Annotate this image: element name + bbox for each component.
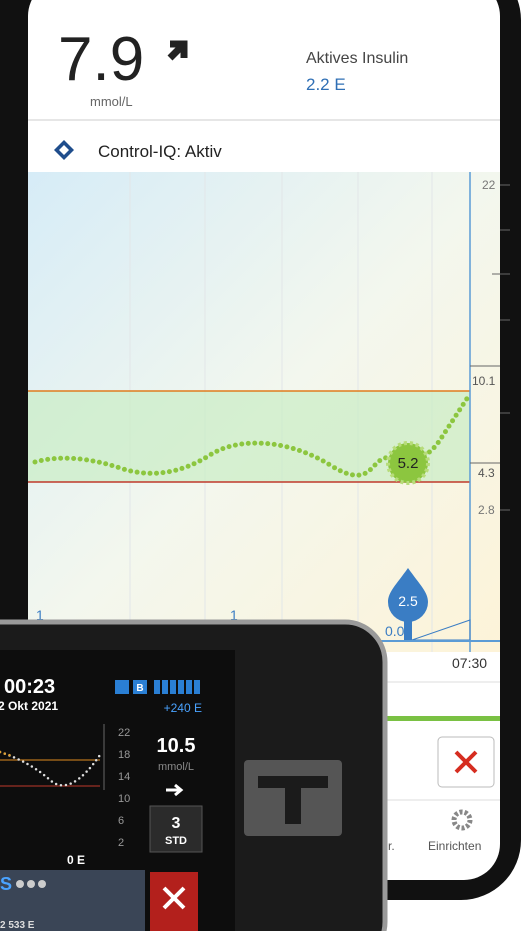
pump-y-label: 22 [118, 727, 130, 739]
pump-reservoir: 2 533 E [0, 920, 35, 931]
y-label: 10.1 [472, 374, 496, 388]
pump-y-label: 2 [118, 837, 124, 849]
pump-cancel[interactable] [150, 872, 198, 931]
insulin-remaining: +240 E [164, 701, 202, 715]
pump-time: 00:23 [4, 676, 55, 698]
current-reading: 5.2 [398, 455, 419, 472]
active-insulin-value: 2.2 E [306, 75, 346, 94]
pump-y-label: 14 [118, 771, 130, 783]
pump-glucose-unit: mmol/L [158, 761, 194, 773]
pump-glucose: 10.5 [157, 735, 196, 757]
page: 7.9 mmol/L Aktives Insulin 2.2 E Control… [0, 0, 521, 931]
pump-y-label: 18 [118, 749, 130, 761]
pump-date: 2 Okt 2021 [0, 699, 58, 713]
pump-y-label: 10 [118, 793, 130, 805]
drop-icon [115, 680, 129, 694]
time-label: 07:30 [452, 655, 487, 671]
basal-unit: STD [165, 835, 187, 847]
y-label: 4.3 [478, 466, 495, 480]
bolus-value: 2.5 [398, 593, 418, 609]
status-bar [380, 716, 500, 721]
glucose-unit: mmol/L [90, 94, 133, 109]
glucose: 7.9 [58, 25, 144, 94]
screenshot: 7.9 mmol/L Aktives Insulin 2.2 E Control… [0, 0, 521, 931]
pump-badge: B [136, 683, 143, 694]
trend-arrow [170, 44, 184, 58]
active-insulin-label: Aktives Insulin [306, 50, 408, 67]
insulin-label: 0.05 [385, 623, 412, 639]
y-label: 2.8 [478, 503, 495, 517]
pump-iob: 0 E [67, 853, 85, 867]
pump-y-label: 6 [118, 815, 124, 827]
y-label: 22 [482, 178, 496, 192]
status-dots [16, 880, 46, 888]
pump-status: S [0, 874, 12, 894]
nav-settings[interactable]: Einrichten [428, 839, 481, 853]
nav-partial[interactable]: r. [388, 839, 395, 853]
control-iq-status: Control-IQ: Aktiv [98, 142, 222, 161]
basal-hours: 3 [172, 815, 181, 832]
